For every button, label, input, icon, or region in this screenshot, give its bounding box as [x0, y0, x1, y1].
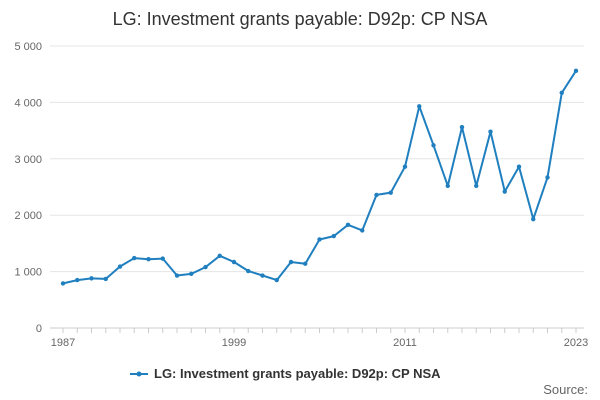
- data-point[interactable]: [231, 259, 237, 265]
- data-point[interactable]: [75, 277, 80, 283]
- data-point[interactable]: [117, 264, 123, 269]
- data-point[interactable]: [459, 125, 465, 130]
- data-point[interactable]: [146, 256, 151, 262]
- y-tick-label: 2 000: [14, 210, 42, 222]
- legend-marker-icon: [136, 371, 142, 377]
- data-point[interactable]: [545, 175, 550, 180]
- data-point[interactable]: [274, 277, 279, 283]
- chart-title: LG: Investment grants payable: D92p: CP …: [113, 9, 488, 29]
- data-point[interactable]: [303, 261, 308, 266]
- y-axis: 0 1 000 2 000 3 000 4 000 5 000: [14, 41, 42, 335]
- data-point[interactable]: [431, 143, 436, 148]
- data-point[interactable]: [260, 273, 265, 278]
- legend-label: LG: Investment grants payable: D92p: CP …: [154, 366, 441, 381]
- x-tick-label: 2023: [564, 337, 588, 349]
- y-tick-label: 3 000: [14, 154, 42, 166]
- data-point[interactable]: [160, 256, 165, 261]
- data-point[interactable]: [288, 259, 294, 265]
- data-point[interactable]: [246, 268, 251, 274]
- data-point[interactable]: [559, 90, 564, 96]
- data-point[interactable]: [174, 273, 180, 278]
- y-tick-label: 4 000: [14, 97, 42, 109]
- data-point[interactable]: [103, 276, 108, 282]
- data-point[interactable]: [317, 237, 322, 242]
- data-point[interactable]: [531, 216, 536, 222]
- y-tick-label: 0: [36, 323, 42, 335]
- data-point[interactable]: [132, 255, 137, 261]
- x-tick-label: 1987: [51, 337, 75, 349]
- data-point[interactable]: [89, 276, 94, 281]
- x-tick-label: 1999: [222, 337, 246, 349]
- data-point[interactable]: [60, 281, 66, 286]
- x-tick-label: 2011: [393, 337, 417, 349]
- y-tick-label: 5 000: [14, 41, 42, 53]
- x-axis: 1987 1999 2011 2023: [50, 327, 588, 349]
- data-point[interactable]: [345, 222, 351, 227]
- source-label: Source:: [543, 382, 588, 397]
- data-point[interactable]: [445, 183, 450, 189]
- data-point[interactable]: [331, 233, 336, 239]
- series-group: [60, 68, 579, 286]
- data-point[interactable]: [388, 190, 393, 195]
- data-point[interactable]: [360, 228, 365, 233]
- data-point[interactable]: [502, 189, 507, 194]
- data-point[interactable]: [573, 68, 579, 74]
- data-point[interactable]: [374, 192, 379, 198]
- data-point[interactable]: [488, 129, 493, 134]
- gridlines: [50, 45, 584, 273]
- data-point[interactable]: [203, 264, 208, 270]
- data-point[interactable]: [417, 104, 422, 109]
- y-tick-label: 1 000: [14, 267, 42, 279]
- data-point[interactable]: [474, 183, 479, 189]
- data-point[interactable]: [516, 164, 522, 169]
- data-point[interactable]: [217, 253, 222, 259]
- data-point[interactable]: [402, 164, 408, 169]
- legend[interactable]: LG: Investment grants payable: D92p: CP …: [130, 366, 441, 381]
- data-point[interactable]: [189, 271, 194, 277]
